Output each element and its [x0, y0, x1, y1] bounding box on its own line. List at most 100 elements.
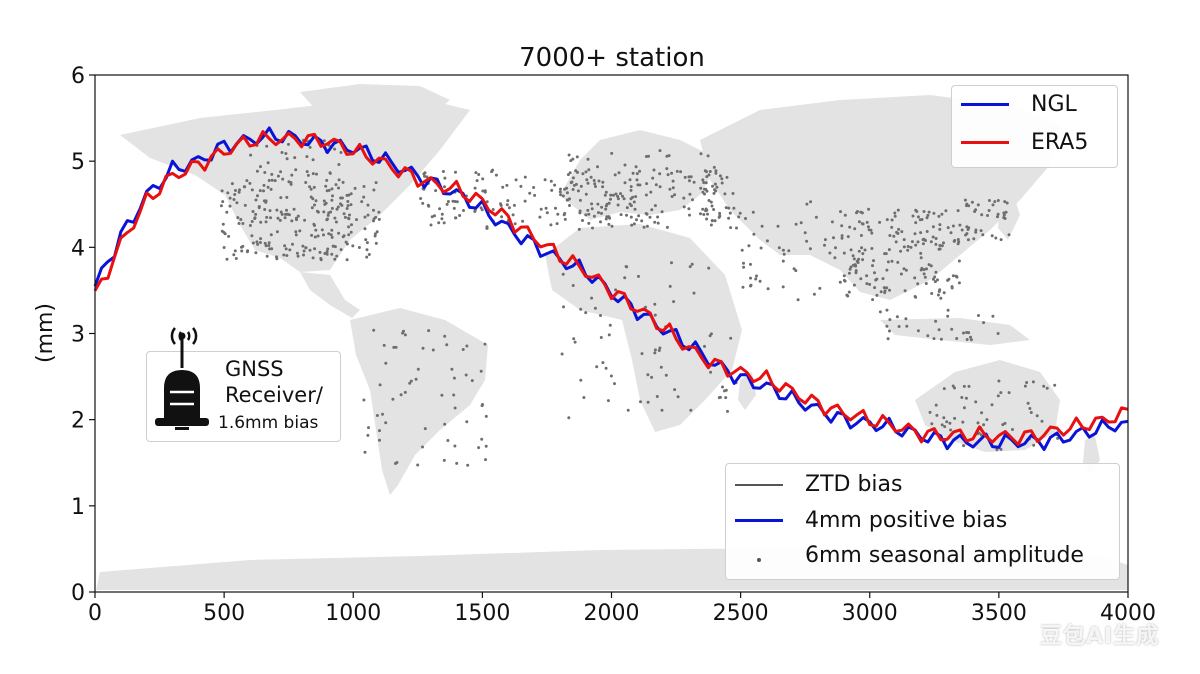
station-dot [500, 215, 504, 219]
station-dot [709, 200, 713, 204]
station-dot [437, 221, 441, 225]
station-dot [629, 197, 633, 201]
station-dot [349, 203, 353, 207]
station-dot [928, 410, 932, 414]
station-dot [925, 216, 929, 220]
station-dot [295, 218, 298, 222]
station-dot [365, 241, 369, 245]
station-dot [843, 213, 847, 217]
station-dot [326, 247, 330, 251]
station-dot [419, 197, 423, 200]
station-dot [631, 171, 635, 175]
station-dot [977, 314, 980, 317]
gnss-receiver-annotation: GNSS Receiver/ 1.6mm bias [146, 327, 341, 442]
station-dot [720, 177, 724, 181]
station-dot [614, 288, 618, 292]
station-dot [264, 244, 268, 248]
station-dot [366, 433, 370, 437]
station-dot [408, 381, 412, 385]
station-dot [883, 252, 887, 256]
station-dot [613, 173, 617, 177]
station-dot [617, 171, 621, 175]
station-dot [951, 274, 955, 278]
station-dot [251, 210, 255, 213]
station-dot [1042, 384, 1046, 388]
station-dot [323, 252, 327, 255]
station-dot [330, 206, 334, 210]
station-dot [934, 242, 938, 246]
japan-shape [998, 190, 1020, 240]
station-dot [275, 208, 279, 212]
station-dot [653, 348, 657, 352]
station-dot [656, 221, 660, 225]
station-dot [1001, 423, 1005, 427]
station-dot [760, 224, 764, 228]
station-dot [608, 323, 612, 327]
station-dot [818, 286, 822, 290]
legend-swatch-ztd-bias [735, 483, 783, 486]
station-dot [653, 313, 657, 317]
station-dot [445, 202, 449, 206]
station-dot [604, 217, 608, 221]
station-dot [586, 208, 590, 212]
station-dot [934, 403, 938, 407]
station-dot [902, 267, 906, 271]
station-dot [878, 220, 882, 224]
station-dot [506, 199, 510, 203]
station-dot [650, 375, 654, 379]
station-dot [609, 193, 613, 197]
station-dot [699, 212, 702, 216]
station-dot [233, 249, 237, 253]
station-dot [638, 183, 642, 187]
station-dot [1002, 216, 1006, 220]
station-dot [578, 209, 582, 213]
station-dot [565, 191, 569, 195]
station-dot [830, 220, 834, 224]
station-dot [637, 274, 640, 278]
station-dot [563, 187, 567, 191]
station-dot [963, 198, 967, 202]
station-dot [484, 458, 487, 462]
station-dot [556, 212, 560, 216]
station-dot [632, 200, 636, 204]
station-dot [320, 228, 324, 232]
station-dot [230, 182, 234, 186]
y-tick-label: 3 [71, 323, 85, 348]
station-dot [313, 224, 316, 227]
station-dot [325, 178, 329, 182]
station-dot [240, 249, 244, 253]
station-dot [285, 157, 289, 161]
station-dot [256, 194, 259, 198]
station-dot [544, 206, 548, 210]
station-dot [262, 189, 265, 193]
station-dot [296, 214, 300, 218]
x-tick-label: 3500 [971, 601, 1027, 626]
station-dot [878, 310, 882, 314]
station-dot [999, 447, 1003, 451]
station-dot [714, 171, 718, 175]
station-dot [242, 185, 246, 189]
station-dot [688, 213, 691, 217]
station-dot [577, 227, 581, 231]
station-dot [714, 169, 718, 173]
station-dot [314, 199, 318, 203]
station-dot [466, 463, 470, 467]
station-dot [480, 437, 484, 441]
station-dot [265, 254, 269, 258]
station-dot [672, 300, 676, 304]
station-dot [576, 189, 580, 193]
y-tick-label: 0 [71, 581, 85, 606]
station-dot [657, 349, 661, 352]
station-dot [567, 153, 571, 157]
station-dot [909, 245, 913, 249]
station-dot [652, 168, 656, 172]
station-dot [341, 180, 345, 184]
station-dot [291, 242, 294, 246]
station-dot [980, 213, 984, 217]
station-dot [896, 208, 900, 212]
station-dot [279, 170, 283, 174]
station-dot [635, 218, 638, 222]
station-dot [936, 293, 940, 297]
station-dot [605, 202, 609, 206]
station-dot [607, 215, 611, 219]
